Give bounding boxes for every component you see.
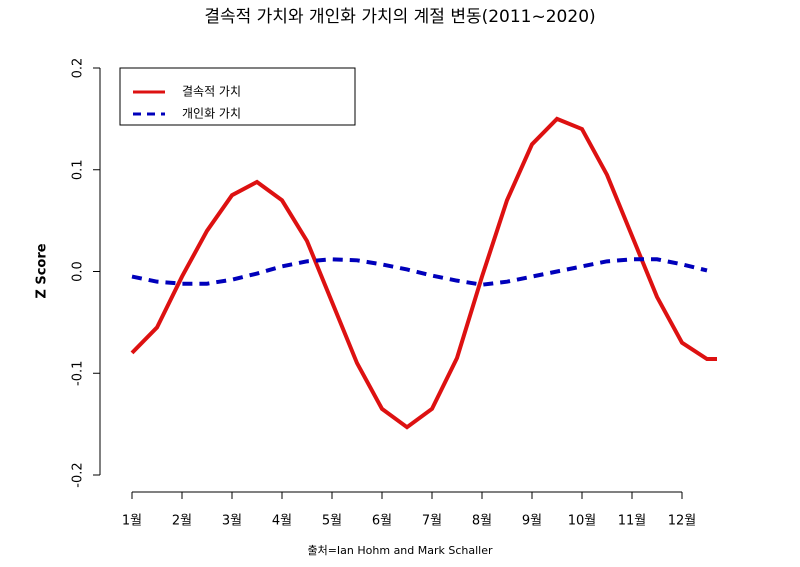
series-line	[130, 116, 717, 430]
x-tick-label: 6월	[372, 514, 392, 529]
y-tick-label: 0.1	[71, 159, 86, 180]
x-tick-label: 7월	[422, 514, 442, 529]
x-tick-label: 11월	[618, 514, 647, 529]
source-note: 출처=Ian Hohm and Mark Schaller	[307, 544, 493, 557]
y-axis-label: Z Score	[35, 243, 50, 298]
legend-label: 개인화 가치	[182, 107, 241, 121]
x-tick-label: 8월	[472, 514, 492, 529]
series-line	[131, 257, 708, 287]
y-tick-label: -0.2	[71, 462, 86, 487]
x-tick-label: 4월	[272, 514, 292, 529]
x-tick-label: 2월	[172, 514, 192, 529]
x-tick-label: 1월	[122, 514, 142, 529]
x-tick-label: 12월	[668, 514, 697, 529]
legend-label: 결속적 가치	[182, 85, 241, 99]
x-tick-label: 9월	[522, 514, 542, 529]
chart-title: 결속적 가치와 개인화 가치의 계절 변동(2011~2020)	[204, 7, 595, 27]
y-tick-label: 0.2	[71, 58, 86, 79]
y-tick-label: -0.1	[71, 361, 86, 386]
x-tick-label: 10월	[568, 514, 597, 529]
legend-box	[119, 67, 356, 126]
y-tick-label: 0.0	[71, 261, 86, 282]
x-tick-label: 3월	[222, 514, 242, 529]
x-tick-label: 5월	[322, 514, 342, 529]
